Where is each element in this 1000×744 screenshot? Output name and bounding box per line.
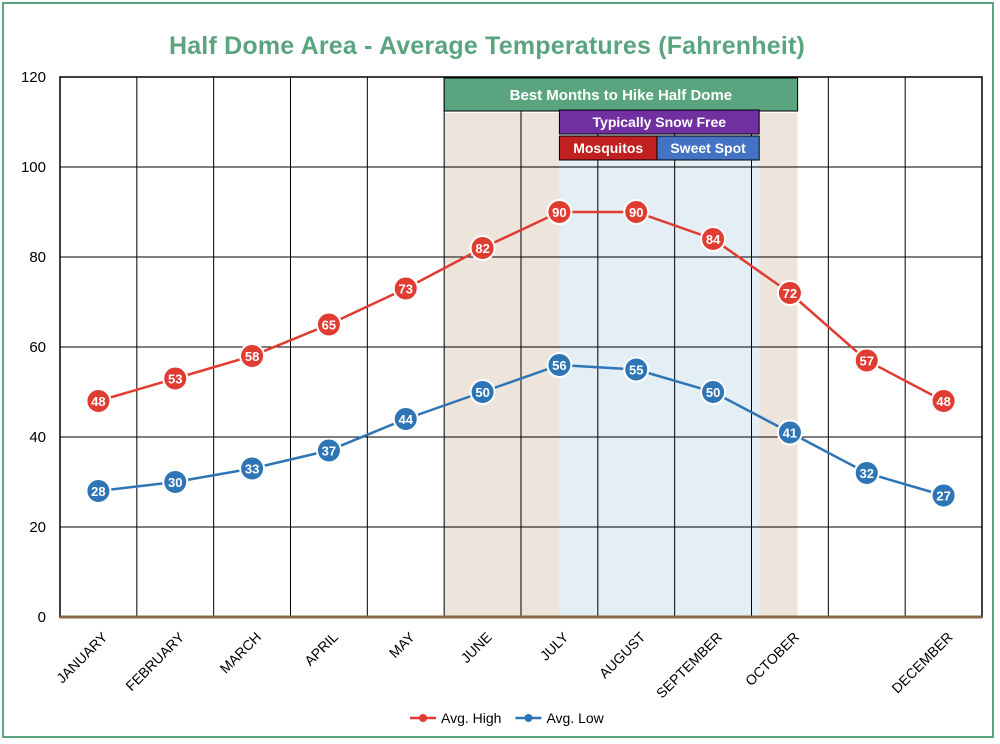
x-tick-label: JANUARY bbox=[53, 628, 111, 686]
x-tick-label: DECEMBER bbox=[888, 629, 955, 696]
x-tick-label: JULY bbox=[537, 628, 572, 663]
data-label: 50 bbox=[475, 385, 489, 400]
data-label: 48 bbox=[91, 394, 105, 409]
data-label: 82 bbox=[475, 241, 489, 256]
data-point bbox=[392, 275, 419, 302]
y-tick-label: 80 bbox=[29, 249, 46, 266]
legend-marker bbox=[524, 714, 533, 722]
data-point bbox=[392, 406, 419, 432]
data-label: 90 bbox=[552, 205, 566, 220]
sweet-spot-banner bbox=[656, 135, 760, 161]
y-tick-label: 60 bbox=[29, 339, 46, 356]
x-tick-label: APRIL bbox=[301, 629, 341, 669]
mosquitos-banner bbox=[558, 135, 658, 161]
data-point bbox=[546, 352, 573, 378]
data-label: 33 bbox=[245, 462, 259, 477]
data-point bbox=[776, 280, 803, 306]
data-label: 72 bbox=[783, 286, 797, 301]
data-point bbox=[315, 437, 342, 464]
data-label: 73 bbox=[399, 282, 413, 297]
data-label: 53 bbox=[168, 372, 182, 387]
legend-marker bbox=[419, 714, 427, 722]
data-point bbox=[85, 388, 112, 414]
data-point bbox=[546, 199, 573, 225]
y-tick-label: 20 bbox=[29, 519, 46, 536]
data-label: 48 bbox=[936, 394, 950, 409]
chart-title: Half Dome Area - Average Temperatures (F… bbox=[168, 32, 806, 60]
data-label: 84 bbox=[706, 232, 721, 247]
data-point bbox=[469, 379, 496, 405]
snow-free-banner-label: Typically Snow Free bbox=[593, 114, 727, 130]
x-tick-label: AUGUST bbox=[596, 628, 649, 681]
legend-label: Avg. Low bbox=[546, 710, 604, 726]
data-label: 32 bbox=[860, 466, 874, 481]
data-label: 28 bbox=[91, 484, 105, 499]
best-months-banner-label: Best Months to Hike Half Dome bbox=[510, 87, 733, 104]
y-tick-label: 0 bbox=[38, 609, 46, 626]
data-point bbox=[469, 235, 496, 261]
data-label: 90 bbox=[629, 205, 643, 220]
x-tick-label: JUNE bbox=[458, 629, 495, 666]
data-label: 58 bbox=[245, 349, 259, 364]
data-point bbox=[700, 226, 727, 252]
data-label: 55 bbox=[629, 363, 643, 378]
data-point bbox=[930, 482, 957, 509]
x-tick-label: MAY bbox=[386, 628, 418, 660]
sweet-spot-banner-label: Sweet Spot bbox=[670, 140, 746, 156]
snow-free-shading bbox=[559, 113, 760, 617]
x-tick-label: SEPTEMBER bbox=[653, 629, 725, 701]
x-tick-label: MARCH bbox=[217, 629, 265, 677]
data-label: 30 bbox=[168, 475, 182, 490]
data-label: 41 bbox=[783, 426, 797, 441]
data-label: 57 bbox=[860, 354, 874, 369]
data-point bbox=[930, 388, 957, 414]
y-tick-label: 40 bbox=[29, 429, 46, 446]
data-label: 50 bbox=[706, 385, 720, 400]
series-line-low bbox=[98, 363, 944, 497]
y-tick-label: 100 bbox=[21, 159, 46, 176]
legend-label: Avg. High bbox=[441, 710, 501, 726]
x-tick-label: FEBRUARY bbox=[122, 628, 188, 694]
data-point bbox=[853, 347, 880, 374]
data-point bbox=[700, 379, 727, 405]
data-point bbox=[162, 365, 189, 392]
data-label: 27 bbox=[936, 489, 950, 504]
data-point bbox=[623, 199, 650, 225]
data-label: 56 bbox=[552, 358, 566, 373]
data-point bbox=[853, 460, 880, 486]
data-point bbox=[315, 311, 342, 338]
series-line-high bbox=[98, 210, 945, 403]
snow-free-banner bbox=[558, 109, 760, 135]
data-point bbox=[85, 478, 112, 504]
data-point bbox=[239, 343, 266, 369]
mosquitos-banner-label: Mosquitos bbox=[573, 140, 643, 156]
data-label: 44 bbox=[399, 412, 414, 427]
y-tick-label: 120 bbox=[21, 69, 46, 86]
data-point bbox=[239, 455, 266, 482]
data-label: 65 bbox=[322, 318, 336, 333]
data-point bbox=[623, 356, 650, 383]
data-point bbox=[776, 419, 803, 446]
data-label: 37 bbox=[322, 444, 336, 459]
data-point bbox=[162, 469, 189, 495]
best-months-banner bbox=[443, 77, 799, 112]
x-tick-label: OCTOBER bbox=[742, 629, 802, 689]
